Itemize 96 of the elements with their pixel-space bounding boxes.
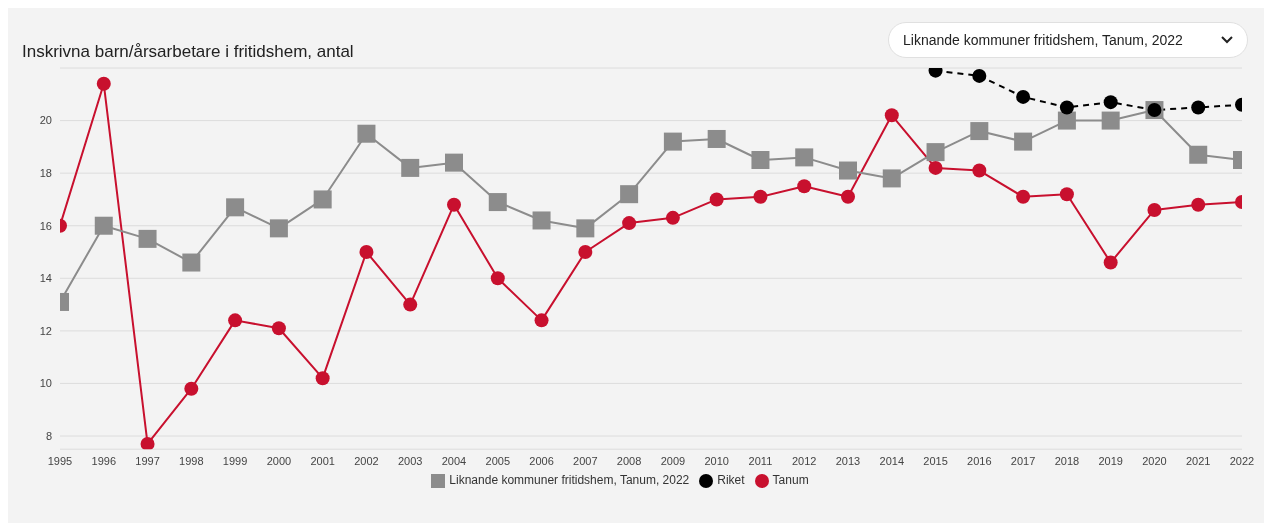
- x-tick-label: 2008: [616, 454, 642, 467]
- point: [445, 153, 463, 172]
- point: [1059, 100, 1074, 115]
- chart-title: Inskrivna barn/årsarbetare i fritidshem, antal: [22, 42, 354, 62]
- y-tick-label: 12: [39, 324, 52, 337]
- y-tick-label: 10: [39, 377, 52, 390]
- point: [970, 122, 989, 141]
- point: [1059, 187, 1074, 202]
- point: [182, 253, 201, 272]
- x-tick-label: 1997: [135, 454, 160, 467]
- x-tick-label: 2019: [1098, 454, 1123, 467]
- point: [841, 189, 855, 204]
- point: [663, 132, 682, 151]
- point: [1101, 111, 1120, 130]
- point: [622, 216, 637, 231]
- point: [972, 68, 987, 83]
- point: [96, 76, 111, 91]
- point: [972, 163, 987, 178]
- point: [1014, 132, 1033, 151]
- point: [884, 108, 899, 123]
- point: [359, 245, 374, 260]
- point: [534, 313, 549, 328]
- point: [228, 313, 243, 328]
- point: [1103, 255, 1118, 270]
- point: [488, 193, 507, 212]
- x-tick-label: 2015: [923, 454, 948, 467]
- x-tick-label: 1999: [222, 454, 248, 467]
- point: [576, 219, 595, 238]
- y-tick-label: 18: [39, 167, 52, 180]
- point: [1016, 189, 1031, 204]
- point: [357, 124, 376, 143]
- y-tick-label: 14: [39, 272, 52, 285]
- point: [882, 169, 901, 188]
- x-tick-label: 2016: [967, 454, 992, 467]
- legend-label: Liknande kommuner fritidshem, Tanum, 2022: [449, 473, 690, 488]
- point: [707, 129, 726, 148]
- x-tick-label: 2004: [441, 454, 467, 467]
- x-tick-label: 2020: [1142, 454, 1167, 467]
- point: [447, 197, 461, 212]
- point: [751, 151, 770, 170]
- legend-label: Tanum: [772, 473, 809, 488]
- point: [1016, 89, 1031, 104]
- point: [795, 148, 814, 167]
- y-tick-label: 8: [45, 429, 52, 442]
- y-tick-label: 20: [39, 114, 52, 127]
- point: [926, 143, 945, 162]
- legend-label: Riket: [717, 473, 745, 488]
- point: [532, 211, 551, 230]
- point: [401, 158, 420, 177]
- x-tick-label: 2000: [266, 454, 292, 467]
- x-tick-label: 1995: [47, 454, 73, 467]
- point: [797, 179, 812, 194]
- point: [138, 229, 157, 248]
- point: [620, 185, 639, 204]
- x-tick-label: 2013: [835, 454, 861, 467]
- point: [313, 190, 332, 209]
- x-tick-label: 2001: [310, 454, 335, 467]
- point: [490, 271, 505, 286]
- point: [1189, 145, 1208, 164]
- x-tick-label: 2002: [354, 454, 379, 467]
- x-tick-label: 2018: [1054, 454, 1080, 467]
- x-tick-label: 1996: [91, 454, 117, 467]
- point: [928, 160, 943, 175]
- x-tick-label: 2007: [573, 454, 598, 467]
- point: [403, 297, 418, 312]
- point: [578, 245, 593, 260]
- x-tick-label: 2006: [529, 454, 554, 467]
- point: [226, 198, 245, 217]
- point: [184, 381, 199, 396]
- point: [665, 210, 680, 225]
- point: [94, 216, 113, 235]
- point: [269, 219, 288, 238]
- point: [1057, 111, 1076, 130]
- text: Liknande kommuner fritidshem, Tanum, 2022: [903, 32, 1183, 48]
- x-tick-label: 2011: [748, 454, 773, 467]
- x-tick-label: 2010: [704, 454, 729, 467]
- x-tick-label: 2009: [660, 454, 686, 467]
- point: [839, 161, 857, 180]
- x-tick-label: 2005: [485, 454, 511, 467]
- x-tick-label: 2012: [791, 454, 817, 467]
- x-tick-label: 2022: [1229, 454, 1255, 467]
- x-tick-label: 2003: [397, 454, 423, 467]
- point: [140, 436, 155, 450]
- x-tick-label: 2014: [879, 454, 905, 467]
- point: [1103, 95, 1118, 110]
- point: [753, 189, 768, 204]
- y-tick-label: 16: [39, 219, 52, 232]
- point: [709, 192, 724, 207]
- point: [315, 371, 330, 386]
- x-tick-label: 2021: [1185, 454, 1211, 467]
- point: [271, 321, 286, 336]
- point: [1191, 100, 1206, 115]
- point: [1191, 197, 1206, 212]
- x-tick-label: 2017: [1010, 454, 1036, 467]
- x-tick-label: 1998: [179, 454, 204, 467]
- point: [1147, 202, 1162, 217]
